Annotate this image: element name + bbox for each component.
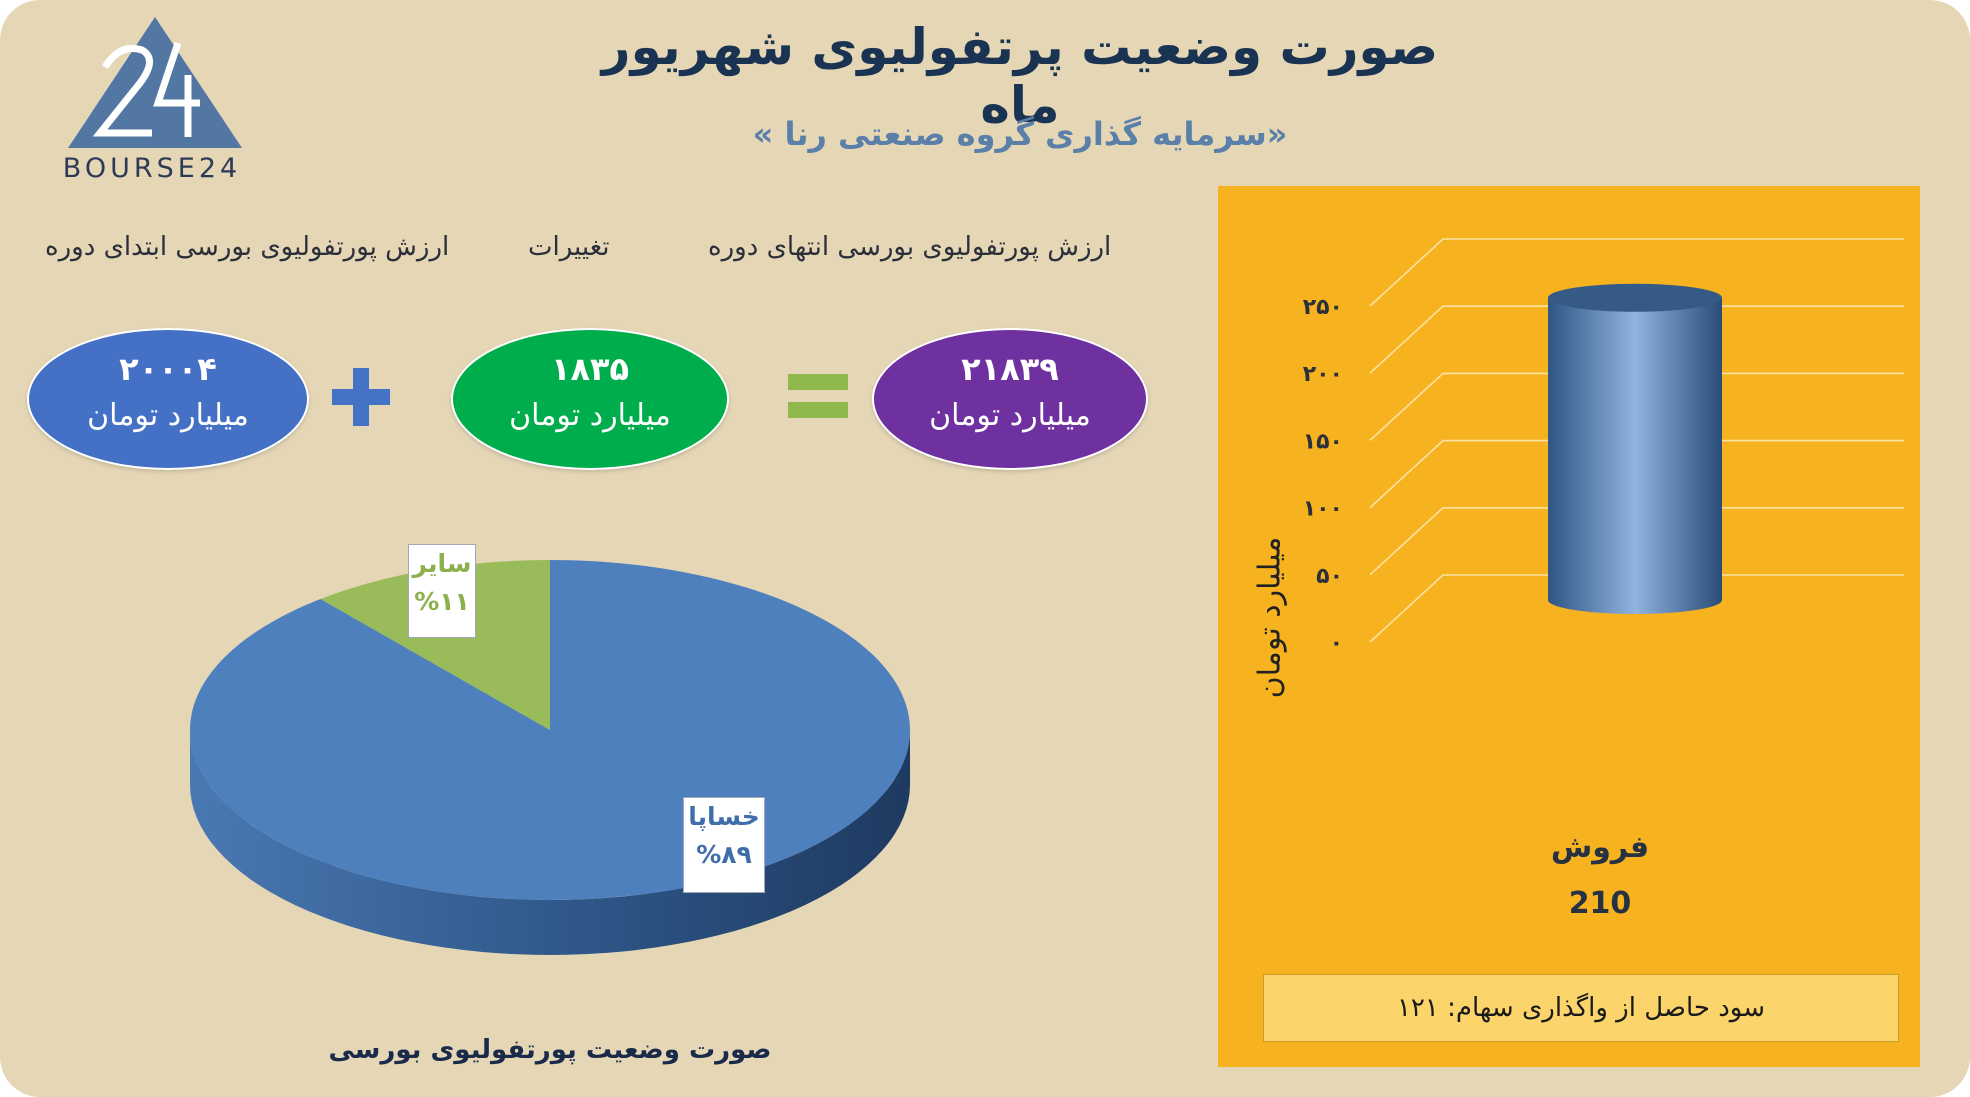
portfolio-pie-chart — [190, 560, 911, 955]
page-title: صورت وضعیت پرتفولیوی شهریور ماه — [601, 18, 1439, 134]
gridline — [1369, 574, 1904, 643]
pie-chart-title: صورت وضعیت پورتفولیوی بورسی — [328, 1035, 772, 1065]
y-tick-label: ۱۰۰ — [1303, 497, 1343, 522]
bar-sales — [1548, 297, 1722, 614]
y-tick-label: ۱۵۰ — [1303, 429, 1343, 454]
page-subtitle: «سرمایه گذاری گروه صنعتی رنا » — [752, 115, 1288, 153]
label-start-value: ارزش پورتفولیوی بورسی ابتدای دوره — [45, 232, 450, 262]
logo-wordmark: BOURSE24 — [62, 153, 242, 184]
pie-slice-name: سایر — [412, 549, 472, 578]
pie-data-label: سایر %۱۱ — [408, 544, 476, 638]
gridline — [1369, 439, 1904, 509]
change-value-ellipse: ۱۸۳۵ میلیارد تومان — [451, 328, 729, 470]
change-value-unit: میلیارد تومان — [509, 398, 671, 433]
sales-bar-chart: ۰ ۵۰ ۱۰۰ ۱۵۰ ۲۰۰ ۲۵۰ — [1303, 238, 1904, 656]
pie-slice-other — [320, 560, 550, 730]
pie-slice-percent: %۱۱ — [414, 587, 470, 616]
label-end-value: ارزش پورتفولیوی بورسی انتهای دوره — [708, 232, 1112, 262]
label-changes: تغییرات — [528, 232, 610, 262]
gridline — [1369, 372, 1904, 441]
plus-icon — [332, 368, 390, 426]
end-value-unit: میلیارد تومان — [929, 398, 1091, 433]
gridline — [1369, 506, 1904, 576]
y-tick-label: ۲۰۰ — [1303, 362, 1343, 387]
pie-side-rim — [190, 730, 910, 955]
end-value: ۲۱۸۳۹ — [961, 350, 1059, 388]
bar-sales-top — [1548, 283, 1722, 312]
bar-value-label: 210 — [1568, 886, 1632, 921]
start-value-ellipse: ۲۰۰۰۴ میلیارد تومان — [27, 328, 309, 470]
change-value: ۱۸۳۵ — [550, 350, 630, 388]
y-tick-label: ۵۰ — [1316, 564, 1343, 589]
gridline — [1369, 238, 1904, 307]
profit-note: سود حاصل از واگذاری سهام: ۱۲۱ — [1263, 974, 1899, 1042]
bourse24-logo-icon — [68, 17, 242, 148]
equals-icon — [788, 374, 848, 418]
y-tick-label: ۰ — [1330, 631, 1343, 656]
pie-data-label: خساپا %۸۹ — [683, 797, 765, 893]
end-value-ellipse: ۲۱۸۳۹ میلیارد تومان — [872, 328, 1148, 470]
bar-y-axis-label: میلیارد تومان — [1252, 536, 1288, 699]
y-tick-label: ۲۵۰ — [1303, 295, 1343, 320]
start-value-unit: میلیارد تومان — [87, 398, 249, 433]
pie-slice-percent: %۸۹ — [696, 840, 752, 869]
start-value: ۲۰۰۰۴ — [119, 350, 217, 388]
gridline — [1369, 305, 1904, 374]
pie-slice-name: خساپا — [688, 802, 760, 831]
bar-category-label: فروش — [1550, 830, 1650, 865]
